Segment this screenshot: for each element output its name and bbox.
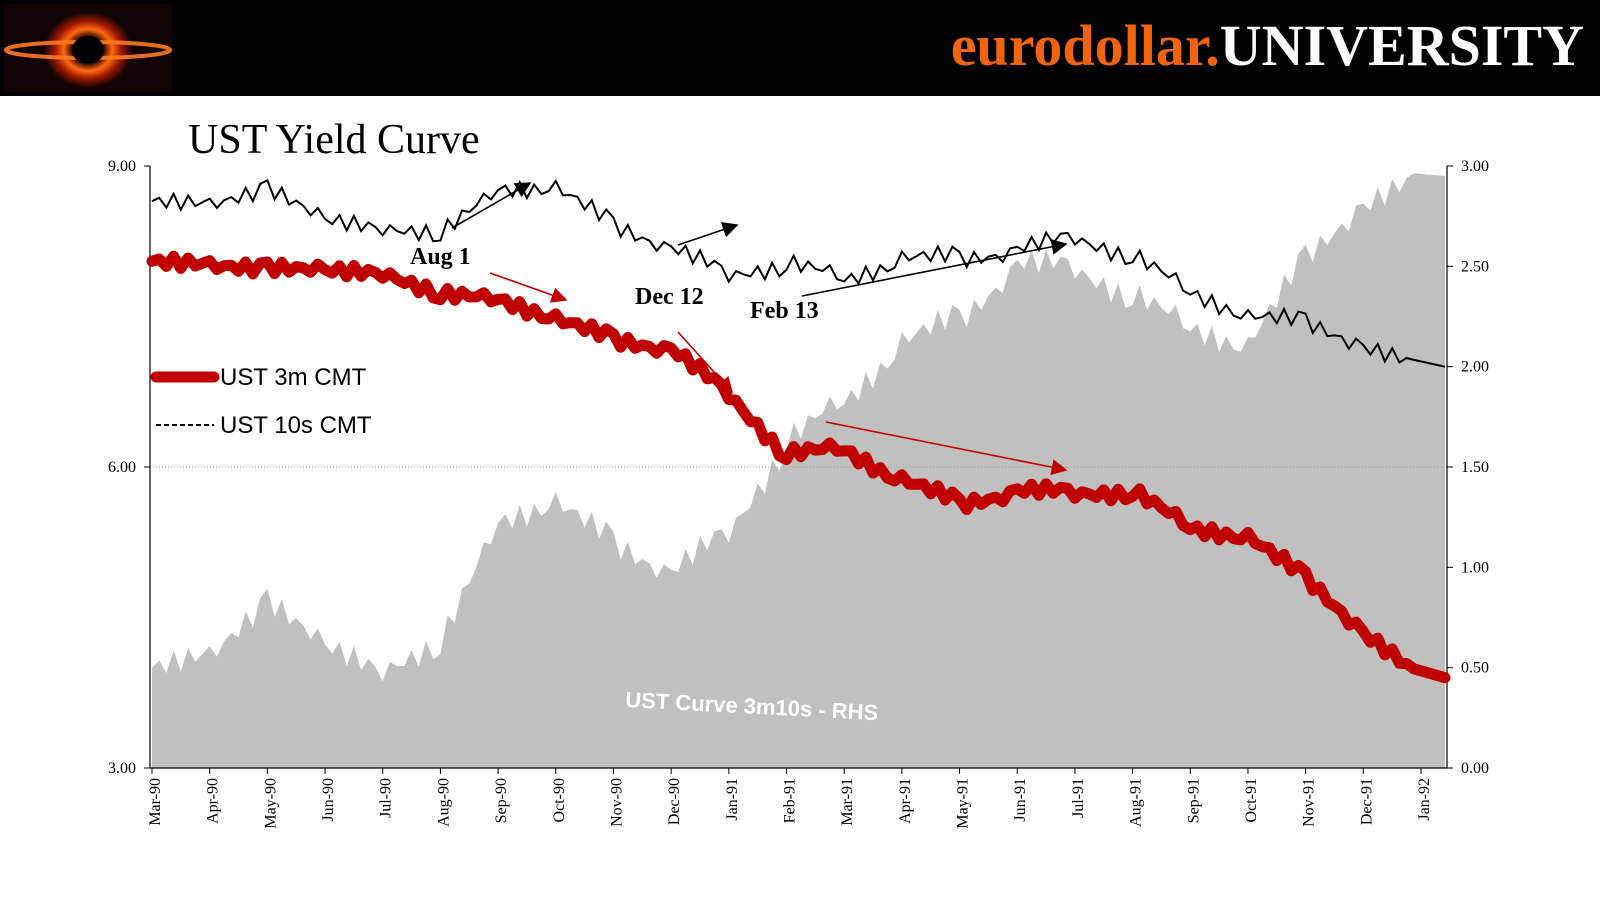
y2-tick-label: 1.00 — [1461, 559, 1489, 576]
legend: UST 3m CMT UST 10s CMT — [150, 364, 372, 439]
annotation-arrow — [451, 182, 532, 229]
series-line-ust-3m-cmt — [146, 250, 1451, 684]
series-area-curve-3m10s — [152, 173, 1445, 769]
x-tick-label: Aug-90 — [435, 778, 452, 827]
y-tick-label: 6.00 — [108, 459, 136, 476]
curve-area-layer — [152, 173, 1445, 769]
y2-tick-label: 0.50 — [1461, 660, 1489, 677]
x-tick-label: Oct-90 — [551, 778, 568, 822]
legend-label-ust-10s-cmt: UST 10s CMT — [220, 412, 372, 439]
annotation-arrow — [825, 421, 1068, 476]
annotation-arrow — [801, 238, 1068, 297]
y2-tick-label: 1.50 — [1461, 459, 1489, 476]
annotation-arrow — [489, 272, 568, 303]
axes-layer: 9.00 6.00 3.00 3.00 2.50 2.00 1.50 1.00 0.50 0.00… — [108, 158, 1489, 829]
annotation-arrow — [677, 222, 739, 246]
x-tick-label: Apr-91 — [897, 778, 914, 824]
y2-tick-label: 2.00 — [1461, 359, 1489, 376]
x-tick-label: Feb-91 — [782, 778, 799, 823]
brand-suffix: UNIVERSITY — [1219, 13, 1584, 78]
x-tick-label: Jun-90 — [320, 778, 337, 822]
x-tick-label: Jun-91 — [1012, 778, 1029, 822]
x-tick-label: Jul-91 — [1070, 778, 1087, 818]
annotation-label: Feb 13 — [750, 298, 819, 324]
x-tick-label: Jan-92 — [1416, 778, 1433, 821]
black-hole-logo-icon — [4, 4, 172, 92]
x-tick-label: Oct-91 — [1243, 778, 1260, 822]
y-tick-label: 3.00 — [108, 760, 136, 777]
x-tick-label: Sep-90 — [493, 778, 510, 823]
x-tick-label: Mar-90 — [147, 778, 164, 826]
x-tick-label: Apr-90 — [205, 778, 222, 824]
y2-tick-label: 0.00 — [1461, 760, 1489, 777]
y2-tick-label: 2.50 — [1461, 258, 1489, 275]
annotation-label: Dec 12 — [635, 284, 704, 310]
x-tick-label: Mar-91 — [839, 778, 856, 826]
series-line-ust-10s-cmt — [151, 178, 1446, 368]
y2-tick-label: 3.00 — [1461, 158, 1489, 175]
annotation-label: Aug 1 — [410, 244, 471, 270]
brand-wordmark: eurodollar.UNIVERSITY — [951, 6, 1584, 86]
x-tick-label: Jan-91 — [724, 778, 741, 821]
header-banner: eurodollar.UNIVERSITY — [0, 0, 1600, 96]
chart-title: UST Yield Curve — [188, 117, 480, 163]
x-tick-label: Sep-91 — [1185, 778, 1202, 823]
x-tick-label: May-90 — [262, 778, 279, 829]
x-tick-label: Nov-90 — [608, 778, 625, 827]
lines-layer — [146, 178, 1451, 684]
x-tick-label: May-91 — [955, 778, 972, 829]
brand-prefix: eurodollar. — [950, 13, 1220, 78]
x-tick-label: Jul-90 — [378, 778, 395, 818]
annotation-arrow — [677, 331, 734, 394]
x-tick-label: Dec-90 — [666, 778, 683, 825]
x-tick-label: Dec-91 — [1358, 778, 1375, 825]
x-tick-label: Nov-91 — [1301, 778, 1318, 827]
y-tick-label: 9.00 — [108, 158, 136, 175]
x-tick-label: Aug-91 — [1128, 778, 1145, 827]
legend-label-ust-3m-cmt: UST 3m CMT — [220, 364, 367, 391]
